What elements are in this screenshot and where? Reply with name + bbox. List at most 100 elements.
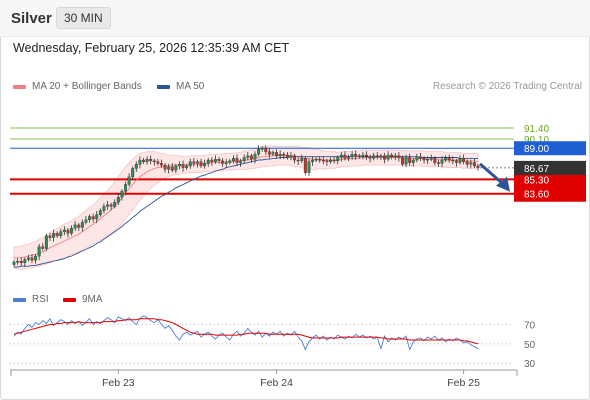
candle-body [415,156,419,161]
candle-body [404,157,408,165]
legend-ma50: MA 50 [157,81,204,92]
candle-body [339,154,343,158]
rsi-tick-label: 70 [524,321,536,332]
candle-body [347,156,350,159]
candle-body [278,153,282,156]
candle-body [393,155,397,157]
candle-body [311,159,314,162]
candle-body [55,233,59,237]
candle-body [235,158,239,163]
bollinger-band [13,145,479,270]
candle-body [469,162,473,165]
candle-body [267,151,271,155]
candle-body [41,246,45,249]
x-tick-label: Feb 24 [260,377,293,389]
candle-body [228,160,232,163]
candle-body [332,159,336,162]
candle-body [116,196,120,203]
candle-body [16,260,20,263]
candle-body [106,204,109,207]
candle-body [26,257,30,260]
candle-body [163,164,167,170]
candle-body [257,148,261,155]
candle-body [440,159,444,164]
candle-body [188,161,192,167]
candle-body [303,158,307,173]
candle-body [127,176,131,185]
candle-body [199,161,203,167]
timeframe-button[interactable]: 30 MIN [56,7,111,29]
candle-body [34,255,38,261]
level-label-90.10: 90.10 [524,135,549,146]
candle-body [318,159,322,161]
candle-body [242,157,246,162]
candle-body [372,155,376,159]
candle-body [426,159,430,161]
candle-body [465,161,469,165]
legend-rsi-swatch [13,297,26,302]
candle-body [95,214,99,220]
candle-body [98,210,102,215]
candle-body [383,155,386,160]
candle-body [429,158,433,160]
candle-body [149,159,153,162]
level-label-91.40: 91.40 [524,124,549,135]
candle-body [289,155,293,158]
candle-body [401,157,404,165]
candle-body [77,224,81,228]
candle-body [231,158,235,162]
candle-body [447,157,451,161]
legend-ma20-label: MA 20 + Bollinger Bands [32,81,142,92]
candle-body [454,160,458,163]
candle-body [444,157,448,161]
level-label-89.00: 89.00 [524,144,549,155]
candle-body [84,219,88,223]
legend-rsi9-swatch [63,297,76,302]
x-tick-label: Feb 25 [447,377,480,389]
candle-body [354,153,358,156]
candle-body [397,155,401,158]
candle-body [210,159,214,162]
candle-body [365,154,368,157]
candle-body [203,163,207,167]
candle-body [350,153,354,157]
candle-body [260,148,264,150]
candle-body [217,159,221,162]
candle-body [156,161,160,164]
candle-body [293,155,297,161]
candle-body [192,161,196,164]
level-label-85.30: 85.30 [524,175,549,186]
legend-ma50-label: MA 50 [176,81,205,92]
candle-body [282,153,286,156]
rsi-ma-line [13,318,479,345]
candle-body [80,222,84,228]
candle-body [325,160,329,163]
candle-body [52,233,56,238]
candle-body [145,159,149,162]
candle-body [206,159,210,164]
instrument-title: Silver [11,10,52,27]
candle-body [329,159,332,162]
candle-body [296,159,300,162]
candle-body [307,161,311,173]
candle-body [37,246,41,257]
level-tag-83.60 [514,185,586,202]
last-price-tag [514,160,586,175]
legend-ma20-swatch [13,84,26,89]
last-price-label: 86.67 [524,164,549,175]
candle-body [62,229,66,232]
candle-body [343,154,347,159]
forecast-arrow-head [496,176,510,192]
candle-body [458,158,462,163]
candle-body [221,160,225,164]
legend-ma50-swatch [157,84,170,89]
candle-body [152,160,156,163]
legend-rsi9-label: 9MA [82,294,103,305]
candle-body [375,155,379,157]
candle-body [249,155,253,160]
candle-body [336,157,340,162]
candle-body [138,159,142,165]
ma50-line [14,156,478,268]
candle-body [436,162,440,164]
